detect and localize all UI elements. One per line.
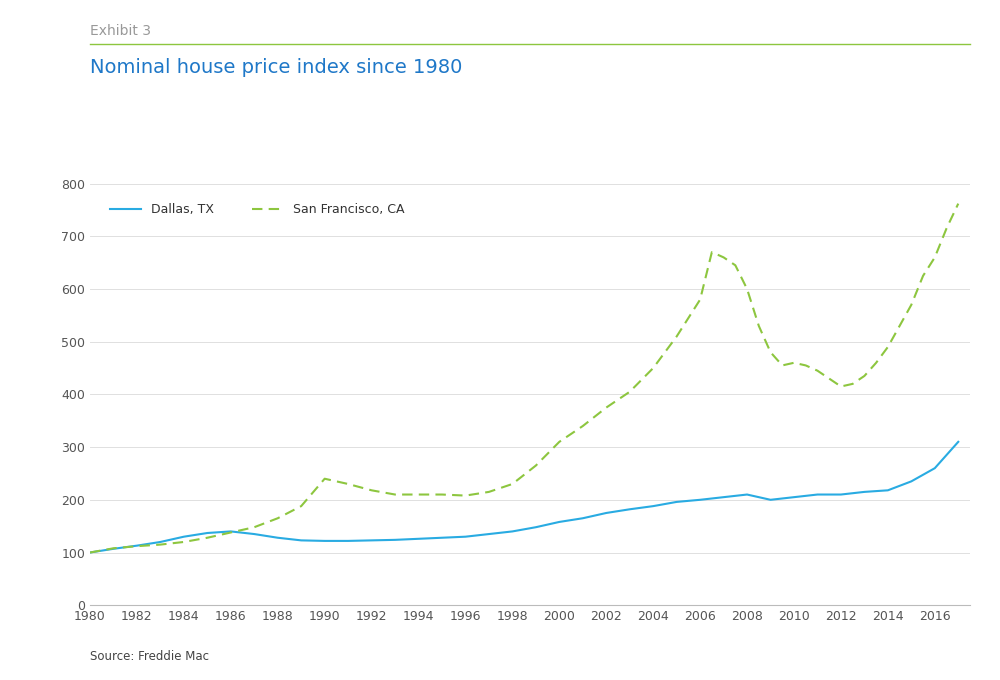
Dallas, TX — [905, 477, 917, 486]
Dallas, TX — [506, 528, 518, 536]
San Francisco, CA — [413, 490, 425, 498]
Dallas, TX — [483, 530, 495, 538]
Dallas, TX — [201, 529, 213, 537]
Dallas, TX — [342, 537, 354, 545]
Dallas, TX — [741, 490, 753, 498]
San Francisco, CA — [436, 490, 448, 498]
San Francisco, CA — [929, 254, 941, 262]
San Francisco, CA — [917, 272, 929, 280]
San Francisco, CA — [765, 348, 777, 356]
San Francisco, CA — [459, 492, 471, 500]
Legend: Dallas, TX, San Francisco, CA: Dallas, TX, San Francisco, CA — [105, 199, 410, 221]
Dallas, TX — [718, 493, 730, 501]
San Francisco, CA — [506, 480, 518, 488]
San Francisco, CA — [131, 542, 143, 550]
Dallas, TX — [272, 534, 284, 542]
San Francisco, CA — [272, 514, 284, 522]
San Francisco, CA — [952, 199, 964, 207]
San Francisco, CA — [776, 361, 788, 369]
San Francisco, CA — [366, 486, 378, 494]
San Francisco, CA — [389, 490, 401, 498]
Dallas, TX — [624, 505, 636, 513]
Dallas, TX — [459, 532, 471, 541]
Dallas, TX — [436, 534, 448, 542]
Dallas, TX — [600, 509, 612, 517]
San Francisco, CA — [905, 301, 917, 309]
San Francisco, CA — [248, 523, 260, 531]
Dallas, TX — [811, 490, 823, 498]
Text: Exhibit 3: Exhibit 3 — [90, 24, 151, 38]
San Francisco, CA — [858, 372, 870, 380]
San Francisco, CA — [295, 502, 307, 510]
San Francisco, CA — [741, 285, 753, 293]
Line: Dallas, TX: Dallas, TX — [90, 442, 958, 552]
San Francisco, CA — [941, 224, 953, 233]
Line: San Francisco, CA: San Francisco, CA — [90, 203, 958, 552]
San Francisco, CA — [107, 544, 119, 552]
Text: Nominal house price index since 1980: Nominal house price index since 1980 — [90, 58, 462, 77]
Dallas, TX — [647, 502, 659, 510]
San Francisco, CA — [800, 361, 812, 369]
Dallas, TX — [248, 530, 260, 538]
San Francisco, CA — [706, 248, 718, 256]
San Francisco, CA — [624, 388, 636, 396]
Dallas, TX — [154, 538, 166, 546]
Dallas, TX — [858, 488, 870, 496]
San Francisco, CA — [319, 475, 331, 483]
Dallas, TX — [530, 523, 542, 531]
San Francisco, CA — [753, 322, 765, 330]
Text: Source: Freddie Mac: Source: Freddie Mac — [90, 650, 209, 663]
San Francisco, CA — [847, 379, 859, 388]
Dallas, TX — [84, 548, 96, 556]
Dallas, TX — [319, 537, 331, 545]
San Francisco, CA — [835, 382, 847, 390]
Dallas, TX — [295, 537, 307, 545]
Dallas, TX — [366, 537, 378, 545]
San Francisco, CA — [483, 488, 495, 496]
San Francisco, CA — [342, 480, 354, 488]
San Francisco, CA — [530, 462, 542, 470]
San Francisco, CA — [553, 438, 565, 446]
San Francisco, CA — [225, 528, 237, 537]
Dallas, TX — [225, 528, 237, 536]
Dallas, TX — [577, 514, 589, 522]
Dallas, TX — [131, 541, 143, 549]
Dallas, TX — [929, 464, 941, 472]
San Francisco, CA — [201, 534, 213, 542]
Dallas, TX — [178, 532, 190, 541]
San Francisco, CA — [694, 295, 706, 303]
San Francisco, CA — [600, 403, 612, 411]
San Francisco, CA — [178, 538, 190, 546]
Dallas, TX — [765, 496, 777, 504]
San Francisco, CA — [671, 333, 683, 341]
Dallas, TX — [389, 536, 401, 544]
San Francisco, CA — [577, 422, 589, 430]
San Francisco, CA — [823, 375, 835, 383]
Dallas, TX — [413, 534, 425, 543]
Dallas, TX — [835, 490, 847, 498]
San Francisco, CA — [729, 261, 741, 269]
Dallas, TX — [553, 518, 565, 526]
Dallas, TX — [107, 545, 119, 553]
San Francisco, CA — [154, 541, 166, 549]
San Francisco, CA — [788, 359, 800, 367]
Dallas, TX — [882, 486, 894, 494]
San Francisco, CA — [718, 254, 730, 262]
San Francisco, CA — [870, 359, 882, 367]
San Francisco, CA — [811, 367, 823, 375]
Dallas, TX — [671, 498, 683, 506]
Dallas, TX — [952, 438, 964, 446]
San Francisco, CA — [647, 364, 659, 372]
Dallas, TX — [694, 496, 706, 504]
San Francisco, CA — [882, 343, 894, 351]
San Francisco, CA — [894, 322, 906, 330]
San Francisco, CA — [84, 548, 96, 556]
Dallas, TX — [788, 493, 800, 501]
